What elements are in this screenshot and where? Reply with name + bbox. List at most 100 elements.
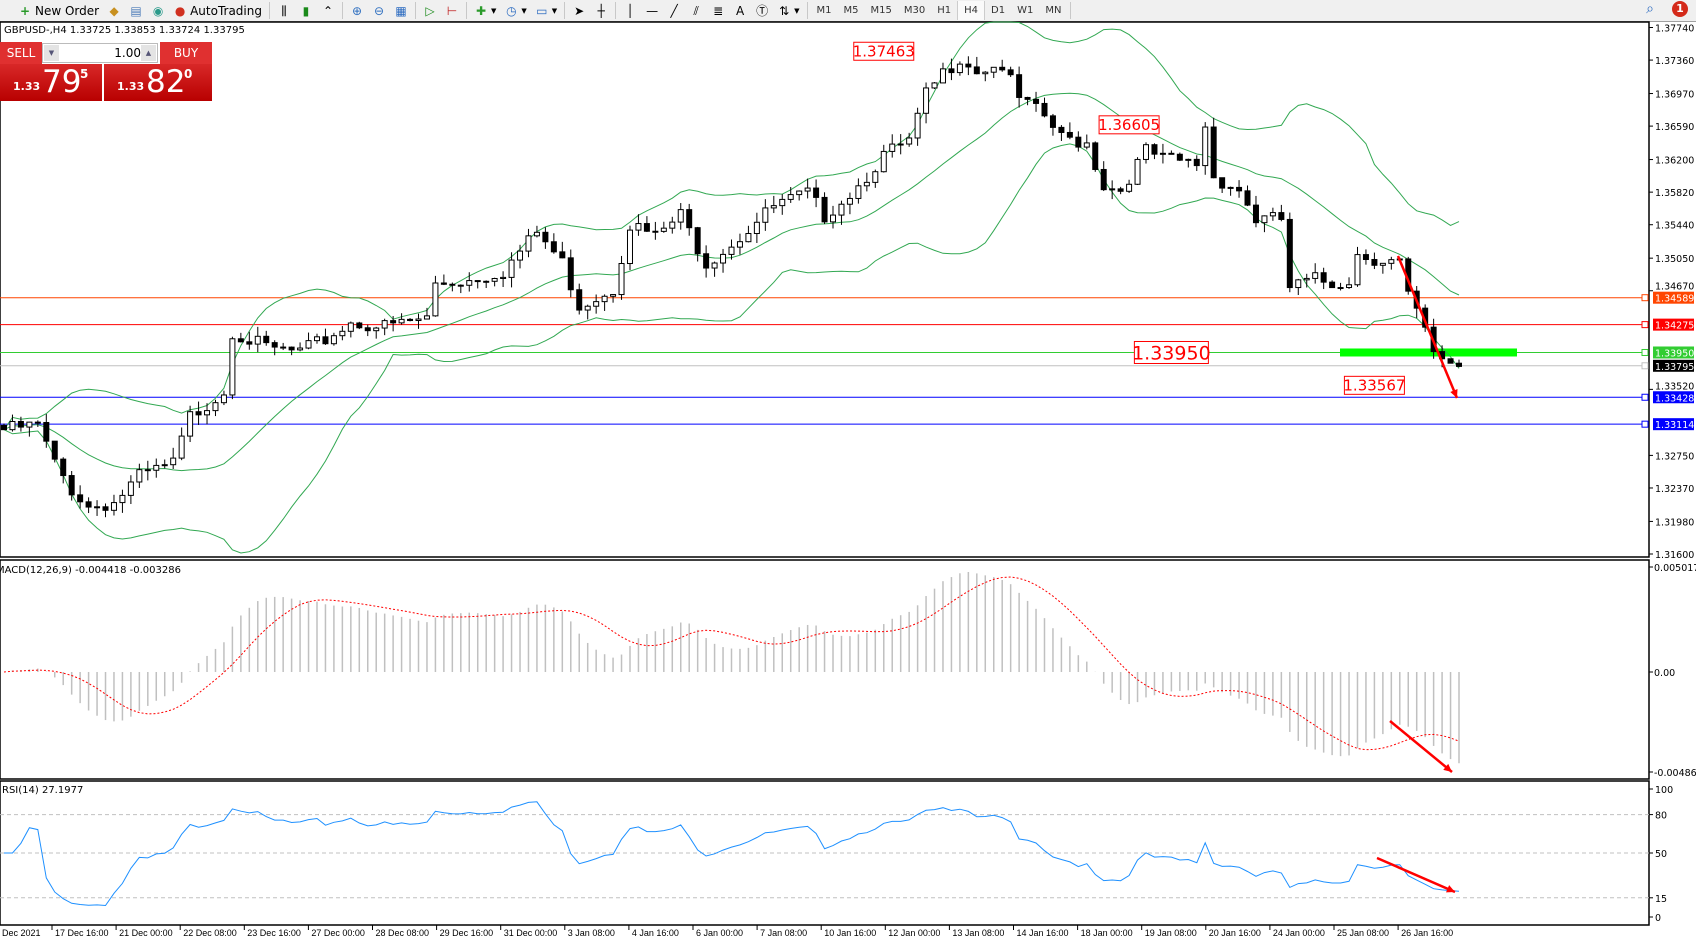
- price-annotation-box[interactable]: [853, 41, 915, 61]
- price-annotation-box[interactable]: [1343, 375, 1405, 395]
- new-order-button[interactable]: + New Order: [14, 1, 103, 20]
- lot-decrease-button[interactable]: ▼: [44, 45, 59, 61]
- periods-button[interactable]: ◷ ▼: [500, 1, 530, 20]
- price-axis-label: 1.34670: [1655, 282, 1694, 293]
- sell-price-button[interactable]: 1.33 79 5: [0, 64, 102, 101]
- timeframe-h4[interactable]: H4: [957, 1, 986, 20]
- signals-button[interactable]: ◉: [147, 1, 169, 20]
- crosshair-button[interactable]: ┼: [590, 1, 612, 20]
- bull-candle: [660, 227, 667, 232]
- rsi-axis-label: 15: [1655, 894, 1667, 905]
- bear-candle: [440, 282, 447, 285]
- rsi-trend-arrow[interactable]: [1376, 856, 1456, 894]
- line-handle[interactable]: [1641, 294, 1649, 302]
- bear-candle: [1007, 69, 1014, 76]
- price-trend-arrow[interactable]: [1396, 255, 1459, 399]
- lot-increase-button[interactable]: ▲: [141, 45, 156, 61]
- bear-candle: [652, 230, 659, 233]
- text-label-button[interactable]: Ⓣ: [751, 1, 773, 20]
- sell-button[interactable]: SELL: [0, 42, 42, 64]
- auto-scroll-button[interactable]: ▷: [419, 1, 441, 20]
- bear-candle: [144, 469, 151, 472]
- candlestick-button[interactable]: ▮: [295, 1, 317, 20]
- search-icon[interactable]: ⌕: [1646, 1, 1654, 17]
- bar-chart-button[interactable]: ⫼: [273, 1, 295, 20]
- line-handle[interactable]: [1641, 420, 1649, 428]
- timeframe-m30[interactable]: M30: [903, 5, 926, 16]
- cursor-button[interactable]: ➤: [568, 1, 590, 20]
- horizontal-lines[interactable]: 1.34589 1.34275 1.33950 1.33795 1.33428 1.331…: [0, 291, 1694, 431]
- zoom-out-button[interactable]: ⊖: [368, 1, 390, 20]
- chart-shift-icon: ⊢: [446, 3, 458, 18]
- price-annotation-box[interactable]: [1133, 340, 1209, 364]
- tile-windows-button[interactable]: ▦: [390, 1, 412, 20]
- horizontal-line-button[interactable]: —: [641, 1, 663, 20]
- bull-candle: [161, 464, 168, 467]
- rsi-axis-label: 80: [1655, 811, 1667, 822]
- separator: [414, 2, 416, 19]
- bear-candle: [999, 66, 1006, 71]
- trend-arrows[interactable]: [1376, 255, 1459, 894]
- bear-candle: [1219, 177, 1226, 189]
- bear-candle: [1252, 204, 1259, 224]
- bull-candle: [432, 282, 439, 317]
- chart-shift-button[interactable]: ⊢: [441, 1, 463, 20]
- autotrading-button[interactable]: ● AutoTrading: [169, 1, 266, 20]
- bull-candle: [956, 63, 963, 74]
- macd-trend-arrow[interactable]: [1389, 720, 1453, 773]
- templates-button[interactable]: ▭ ▼: [531, 1, 561, 20]
- zoom-in-button[interactable]: ⊕: [346, 1, 368, 20]
- fibonacci-button[interactable]: ≣: [707, 1, 729, 20]
- trendline-button[interactable]: ╱: [663, 1, 685, 20]
- timeframe-m1[interactable]: M1: [816, 5, 832, 16]
- bear-candle: [1058, 126, 1065, 133]
- timeframe-d1[interactable]: D1: [991, 5, 1006, 16]
- market-watch-button[interactable]: ◆: [103, 1, 125, 20]
- tile-icon: ▦: [395, 3, 407, 18]
- sell-price-sup: 5: [80, 67, 89, 81]
- bear-candle: [195, 411, 202, 416]
- buy-price-button[interactable]: 1.33 82 0: [104, 64, 212, 101]
- bear-candle: [1151, 144, 1158, 155]
- arrows-button[interactable]: ⇅ ▼: [773, 1, 803, 20]
- timeframe-mn[interactable]: MN: [1045, 5, 1062, 16]
- line-handle[interactable]: [1641, 348, 1649, 356]
- indicators-button[interactable]: ✚ ▼: [470, 1, 500, 20]
- navigator-button[interactable]: ▤: [125, 1, 147, 20]
- bear-candle: [1456, 362, 1462, 367]
- bull-candle: [423, 315, 430, 320]
- time-axis-label: 29 Dec 16:00: [440, 928, 494, 938]
- bear-candle: [948, 68, 955, 74]
- bear-candle: [1362, 254, 1369, 260]
- bull-candle: [872, 171, 879, 183]
- vertical-line-button[interactable]: │: [619, 1, 641, 20]
- separator: [615, 2, 617, 19]
- timeframe-m5[interactable]: M5: [843, 5, 859, 16]
- bear-candle: [550, 241, 557, 253]
- bull-candle: [889, 143, 896, 152]
- separator: [806, 2, 808, 19]
- line-handle[interactable]: [1641, 321, 1649, 329]
- price-annotations[interactable]: 1.37463 1.36605 1.33950 1.33567: [853, 41, 1406, 395]
- timeframe-m15[interactable]: M15: [870, 5, 892, 16]
- bear-candle: [1236, 186, 1243, 192]
- notification-badge[interactable]: 1: [1672, 1, 1688, 17]
- timeframe-w1[interactable]: W1: [1017, 5, 1034, 16]
- text-button[interactable]: A: [729, 1, 751, 20]
- buy-button[interactable]: BUY: [160, 42, 212, 64]
- lot-size-input[interactable]: [59, 44, 143, 62]
- time-axis-label: 28 Dec 08:00: [376, 928, 430, 938]
- price-annotation-box[interactable]: [1098, 115, 1160, 135]
- equidistant-channel-button[interactable]: ⫽: [685, 1, 707, 20]
- timeframe-h1[interactable]: H1: [937, 5, 952, 16]
- autotrading-label: AutoTrading: [190, 3, 262, 18]
- rsi-panel: RSI(14) 27.1977 100 80 50 15 0: [0, 785, 1673, 924]
- bull-candle: [923, 87, 930, 114]
- line-handle[interactable]: [1641, 393, 1649, 401]
- bull-candle: [830, 214, 837, 223]
- line-chart-button[interactable]: ⌃: [317, 1, 339, 20]
- bear-candle: [576, 289, 583, 311]
- line-handle[interactable]: [1641, 362, 1649, 370]
- bear-candle: [1210, 126, 1217, 179]
